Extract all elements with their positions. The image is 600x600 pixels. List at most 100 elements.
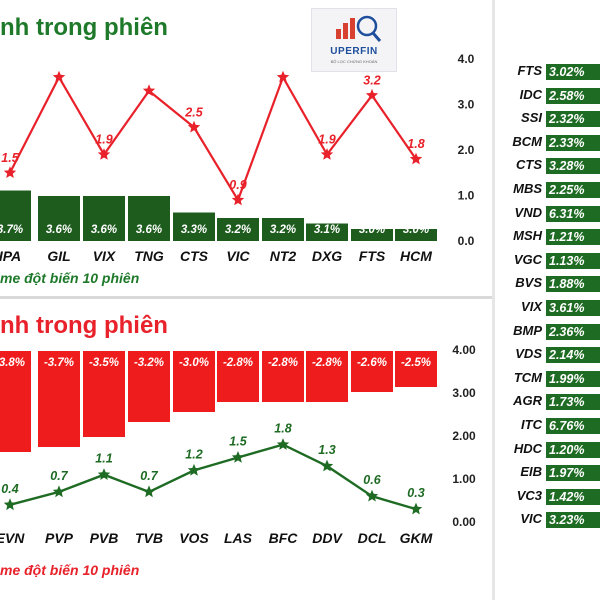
y-axis-tick-label: 0.00	[452, 515, 476, 529]
line-value-label: 1.5	[1, 151, 19, 165]
stock-row: IDC 2.58%	[495, 86, 600, 106]
bar	[128, 196, 170, 241]
line-value-label: 0.7	[140, 469, 158, 483]
stock-code: TCM	[513, 369, 542, 385]
line-marker	[187, 463, 201, 476]
stock-code: FTS	[517, 63, 542, 78]
bar	[395, 351, 437, 387]
line-marker	[365, 88, 379, 101]
top-chart-title: nh trong phiên	[0, 14, 168, 41]
line-marker	[142, 84, 156, 97]
stock-change-badge: 6.31%	[546, 205, 600, 222]
bar	[38, 196, 80, 241]
stock-row: ITC 6.76%	[495, 416, 600, 436]
stock-code: SSI	[521, 110, 542, 126]
category-label: CTS	[180, 248, 209, 264]
line-marker	[231, 451, 245, 463]
y-axis-tick-label: 0.0	[458, 234, 475, 248]
stock-row: FTS 3.02%	[495, 62, 600, 82]
y-axis-tick-label: 4.00	[452, 343, 476, 357]
line-value-label: 1.1	[95, 452, 112, 466]
bar-value-label: 3.0%	[403, 224, 429, 236]
uperfin-logo: UPERFIN BỘ LỌC CHỨNG KHOÁN	[311, 8, 397, 72]
logo-tagline: BỘ LỌC CHỨNG KHOÁN	[330, 59, 378, 64]
line-marker	[142, 485, 156, 498]
line-value-label: 3.2	[363, 73, 380, 87]
line-marker	[320, 459, 334, 472]
y-axis-tick-label: 2.0	[458, 143, 475, 157]
stock-row: VIC 3.23%	[495, 510, 600, 530]
line-marker	[276, 438, 290, 450]
category-label: VIX	[93, 248, 117, 264]
stock-row: BMP 2.36%	[495, 322, 600, 342]
bar-value-label: -3.8%	[0, 357, 25, 369]
stock-row: HDC 1.20%	[495, 440, 600, 460]
bar-value-label: 3.2%	[225, 224, 251, 236]
stock-change-badge: 3.61%	[546, 300, 600, 316]
stock-change-badge: 2.33%	[546, 134, 600, 151]
category-label: GIL	[47, 248, 70, 264]
bar	[306, 351, 348, 402]
bar	[262, 218, 304, 241]
stock-change-badge: 2.14%	[546, 347, 600, 364]
stock-row: VIX 3.61%	[495, 298, 600, 318]
category-label: GKM	[400, 530, 433, 546]
line-value-label: 1.8	[274, 422, 291, 436]
stock-row: MSH 1.21%	[495, 227, 600, 247]
stock-code: CTS	[516, 157, 542, 173]
stock-code: VGC	[513, 251, 542, 267]
bar	[0, 190, 31, 241]
bar	[351, 351, 393, 392]
stock-change-badge: 1.20%	[546, 441, 600, 458]
stock-row: VGC 1.13%	[495, 251, 600, 271]
stock-change-badge: 1.97%	[546, 465, 600, 482]
line-marker	[52, 70, 66, 83]
line-value-label: 0.9	[229, 178, 246, 192]
y-axis-tick-label: 1.0	[458, 189, 475, 203]
category-label: FTS	[359, 248, 386, 264]
stock-row: MBS 2.25%	[495, 180, 600, 200]
line-marker	[409, 152, 423, 165]
bottom-chart-panel: nh trong phiên 0.00 1.00 2.00 3.00 4.00 -3.8%…	[0, 299, 492, 600]
magnifier-chart-icon	[336, 15, 382, 42]
category-label: DDV	[312, 530, 343, 546]
line-value-label: 2.5	[184, 105, 203, 119]
bar-value-label: -2.8%	[223, 357, 253, 369]
stock-row: VC3 1.42%	[495, 487, 600, 507]
stock-change-badge: 1.73%	[546, 394, 600, 411]
bar-value-label: 3.6%	[46, 224, 72, 236]
stock-change-badge: 2.25%	[546, 182, 600, 198]
stock-list: FTS 3.02% IDC 2.58% SSI 2.32% BCM 2.33% CTS 3.28%…	[495, 0, 600, 600]
category-label: PVP	[45, 530, 74, 546]
line-marker	[320, 148, 334, 160]
category-label: VIC	[226, 248, 250, 264]
stock-code: MSH	[513, 228, 542, 244]
category-label: VOS	[179, 530, 209, 546]
y-axis-tick-label: 3.0	[458, 98, 475, 112]
category-label: PVB	[90, 530, 119, 546]
line-series	[9, 443, 417, 511]
line-marker	[409, 502, 423, 515]
panel-divider	[0, 296, 492, 299]
bar-value-label: -2.5%	[401, 357, 431, 369]
stock-row: VDS 2.14%	[495, 345, 600, 365]
stock-change-badge: 2.58%	[546, 87, 600, 104]
y-axis-tick-label: 3.00	[452, 386, 476, 400]
line-value-label: 0.4	[1, 482, 18, 496]
bar	[351, 229, 393, 241]
bar-value-label: -3.2%	[134, 357, 164, 369]
line-marker	[187, 120, 201, 133]
bar-value-label: 3.0%	[359, 224, 385, 236]
stock-change-badge: 3.28%	[546, 158, 600, 175]
stock-row: SSI 2.32%	[495, 109, 600, 129]
stock-code: AGR	[513, 393, 542, 409]
bar	[395, 229, 437, 241]
bar-value-label: 3.7%	[0, 224, 23, 236]
line-marker	[97, 148, 111, 160]
bar	[217, 218, 259, 241]
line-marker	[97, 468, 111, 480]
y-axis-tick-label: 1.00	[452, 472, 476, 486]
bottom-combo-chart: 0.00 1.00 2.00 3.00 4.00 -3.8% EVN -3.7% PVP -3.5…	[0, 343, 476, 546]
line-marker	[365, 489, 379, 502]
category-label: NT2	[270, 248, 297, 264]
